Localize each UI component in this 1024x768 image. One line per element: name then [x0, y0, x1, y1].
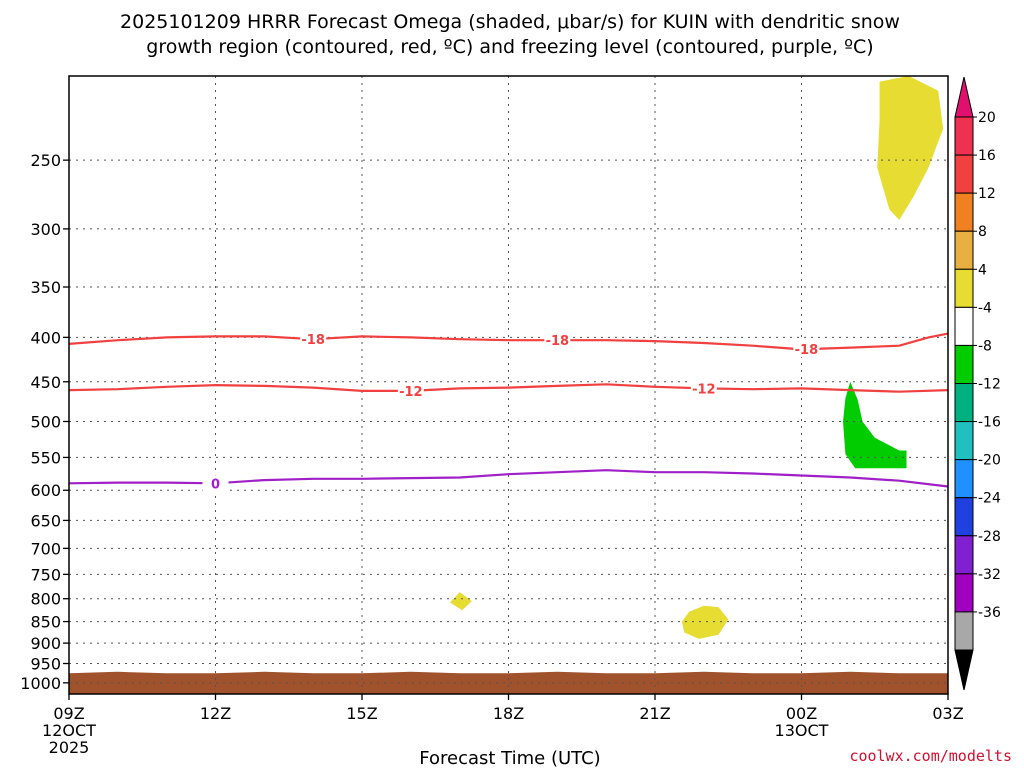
colorbar-tick-label--4: -4: [978, 300, 992, 316]
x-tick-label-15Z: 15Z: [346, 704, 377, 723]
contour-label--18-1: -18: [301, 333, 325, 348]
y-tick-label-300: 300: [30, 220, 61, 239]
colorbar-box-14: [954, 611, 974, 651]
x-tick-label-00Z: 00Z: [786, 704, 817, 723]
y-tick-label-450: 450: [30, 373, 61, 392]
x-tick-label-03Z: 03Z: [932, 704, 963, 723]
y-tick-label-650: 650: [30, 511, 61, 530]
colorbar-tick-label--16: -16: [978, 415, 1001, 431]
contour-line--12: [68, 383, 949, 393]
x-tick-label-12Z: 12Z: [200, 704, 231, 723]
x-tick-sublabel-00Z: 13OCT: [775, 721, 829, 740]
colorbar-tick-label--8: -8: [978, 338, 992, 354]
y-tick-label-900: 900: [30, 634, 61, 653]
colorbar: 20 16 12 8 4 -4 -8 -12 -16 -20 -24 -28 -32 -36: [954, 76, 1001, 691]
contour-label-bg--18-2: [544, 332, 571, 349]
contour-label-0-1: 0: [211, 477, 220, 492]
colorbar-tick-label--20: -20: [978, 453, 1001, 469]
x-tick-year-09Z: 2025: [49, 738, 90, 757]
y-tick-label-950: 950: [30, 655, 61, 674]
omega-shaded-region-3: [449, 592, 472, 611]
colorbar-box-13: [954, 573, 974, 613]
contour-label--12-2: -12: [692, 382, 716, 397]
colorbar-tick-label--32: -32: [978, 567, 1001, 583]
y-tick-label-250: 250: [30, 151, 61, 170]
colorbar-box-6: [954, 306, 974, 346]
colorbar-box-8: [954, 383, 974, 423]
omega-shaded-region-4: [681, 605, 729, 639]
chart-title-line2: growth region (contoured, red, ºC) and f…: [146, 36, 873, 58]
contour-label-bg--12-2: [690, 380, 717, 397]
terrain-band: [69, 671, 948, 694]
contour-label-bg-0-1: [202, 475, 229, 492]
site-credit: coolwx.com/modelts: [849, 747, 1012, 765]
x-tick-label-18Z: 18Z: [493, 704, 524, 723]
colorbar-tick-label-8: 8: [978, 224, 987, 240]
y-tick-label-500: 500: [30, 412, 61, 431]
y-tick-label-700: 700: [30, 539, 61, 558]
omega-shaded-region-2: [843, 381, 907, 469]
contour-label--18-2: -18: [546, 334, 570, 349]
colorbar-tick-label-20: 20: [978, 110, 996, 126]
colorbar-tick-label--36: -36: [978, 605, 1001, 621]
x-axis-title: Forecast Time (UTC): [419, 748, 600, 768]
x-tick-label-09Z: 09Z: [53, 704, 84, 723]
y-tick-label-750: 750: [30, 565, 61, 584]
colorbar-tick-label--12: -12: [978, 377, 1001, 393]
colorbar-box-11: [954, 497, 974, 537]
colorbar-box-1: [954, 116, 974, 156]
y-tick-label-350: 350: [30, 278, 61, 297]
colorbar-tick-label--28: -28: [978, 529, 1001, 545]
colorbar-box-5: [954, 268, 974, 308]
colorbar-box-10: [954, 459, 974, 499]
colorbar-tick-label--24: -24: [978, 491, 1001, 507]
y-tick-label-600: 600: [30, 481, 61, 500]
contour-label-bg--18-1: [300, 331, 327, 348]
x-tick-label-21Z: 21Z: [639, 704, 670, 723]
contour-label-bg--18-3: [793, 341, 820, 358]
plot-area: -18 -18 -18 -12 -12 0 250 300 350 400 450 500 550 600…: [20, 75, 964, 757]
colorbar-box-7: [954, 344, 974, 384]
contour-label-bg--12-1: [397, 382, 424, 399]
x-tick-sublabel-09Z: 12OCT: [42, 721, 96, 740]
y-tick-label-850: 850: [30, 613, 61, 632]
chart-title-line1: 2025101209 HRRR Forecast Omega (shaded, …: [120, 11, 900, 33]
colorbar-top-arrow: [954, 76, 974, 118]
y-tick-label-550: 550: [30, 448, 61, 467]
y-tick-label-800: 800: [30, 590, 61, 609]
colorbar-box-12: [954, 535, 974, 575]
colorbar-box-2: [954, 154, 974, 194]
colorbar-box-3: [954, 192, 974, 232]
contour-label--18-3: -18: [795, 343, 819, 358]
colorbar-tick-label-16: 16: [978, 148, 996, 164]
contour-label--12-1: -12: [399, 385, 423, 400]
colorbar-tick-label-12: 12: [978, 186, 996, 202]
contour-line-0: [68, 469, 949, 488]
colorbar-tick-label-4: 4: [978, 262, 987, 278]
contour-line--18: [68, 332, 949, 351]
colorbar-box-4: [954, 230, 974, 270]
omega-shaded-region-1: [877, 76, 944, 220]
colorbar-bottom-arrow: [954, 649, 974, 691]
colorbar-box-9: [954, 421, 974, 461]
y-tick-label-1000: 1000: [20, 674, 61, 693]
y-tick-label-400: 400: [30, 328, 61, 347]
